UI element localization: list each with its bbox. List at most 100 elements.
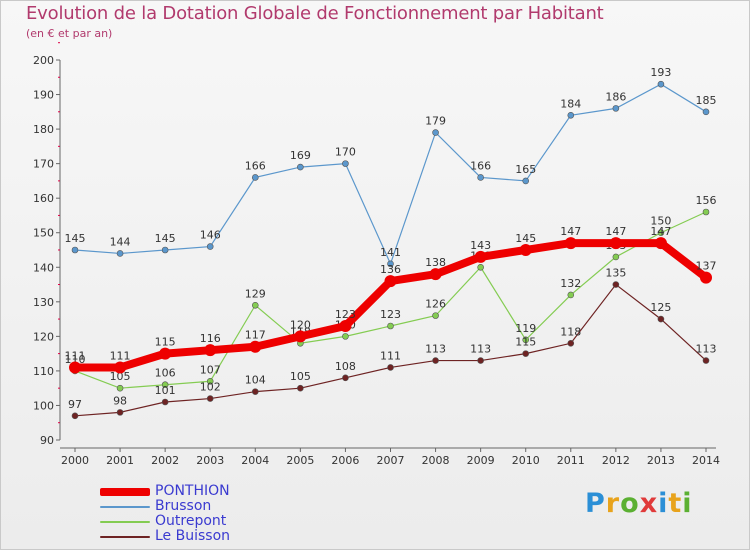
- proxiti-logo: Proxiti: [585, 488, 693, 519]
- data-label-le-buisson: 98: [113, 394, 127, 407]
- data-label-le-buisson: 108: [335, 360, 356, 373]
- x-tick-label: 2012: [602, 454, 630, 467]
- data-label-brusson: 193: [650, 66, 671, 79]
- data-point-outrepont: [161, 381, 169, 389]
- data-label-outrepont: 110: [65, 353, 86, 366]
- data-label-ponthion: 120: [290, 318, 311, 331]
- data-label-ponthion: 136: [380, 263, 401, 276]
- data-point-ponthion: [429, 268, 442, 281]
- data-point-ponthion: [69, 361, 81, 374]
- data-label-outrepont: 106: [155, 367, 176, 380]
- data-point-le-buisson: [477, 357, 484, 364]
- data-label-outrepont: 126: [425, 298, 446, 311]
- data-point-le-buisson: [432, 357, 439, 364]
- data-label-le-buisson: 113: [425, 343, 446, 356]
- data-point-ponthion: [159, 347, 172, 360]
- x-tick-label: 2002: [151, 454, 179, 467]
- x-tick-label: 2008: [422, 454, 450, 467]
- x-tick-label: 2004: [241, 454, 269, 467]
- data-label-brusson: 141: [380, 246, 401, 259]
- data-point-brusson: [477, 174, 484, 181]
- data-point-le-buisson: [612, 281, 620, 288]
- data-point-brusson: [702, 108, 710, 116]
- data-point-ponthion: [564, 237, 577, 250]
- data-point-outrepont: [116, 384, 124, 392]
- data-label-ponthion: 123: [335, 308, 356, 321]
- y-tick-label: 140: [33, 261, 54, 274]
- data-point-ponthion: [474, 250, 487, 263]
- data-label-brusson: 165: [515, 163, 536, 176]
- y-tick-label: 130: [33, 296, 54, 309]
- logo-letter: r: [605, 488, 621, 519]
- y-tick-label: 200: [33, 54, 54, 67]
- legend-swatch: [100, 488, 150, 496]
- data-label-outrepont: 129: [245, 287, 266, 300]
- x-tick-label: 2014: [692, 454, 720, 467]
- data-label-ponthion: 117: [245, 329, 266, 342]
- y-tick-label: 160: [33, 192, 54, 205]
- data-label-brusson: 144: [110, 235, 131, 248]
- data-point-ponthion: [654, 237, 667, 250]
- data-point-ponthion: [114, 361, 127, 374]
- data-label-ponthion: 147: [650, 225, 671, 238]
- y-tick-label: 90: [40, 434, 54, 447]
- data-point-brusson: [342, 160, 349, 167]
- data-label-brusson: 146: [200, 229, 221, 242]
- data-label-le-buisson: 125: [650, 301, 671, 314]
- data-label-le-buisson: 113: [470, 343, 491, 356]
- data-label-le-buisson: 135: [605, 267, 626, 280]
- legend-swatch: [100, 521, 150, 523]
- legend: PONTHION Brusson Outrepont Le Buisson: [100, 484, 300, 544]
- x-tick-label: 2009: [467, 454, 495, 467]
- data-point-le-buisson: [522, 350, 530, 357]
- data-label-brusson: 166: [470, 159, 491, 172]
- data-label-outrepont: 156: [696, 194, 717, 207]
- data-label-le-buisson: 102: [200, 381, 221, 394]
- data-label-le-buisson: 115: [515, 336, 536, 349]
- chart-subtitle: (en € et par an): [26, 27, 113, 40]
- data-point-le-buisson: [251, 388, 259, 395]
- data-point-ponthion: [384, 275, 397, 288]
- data-label-ponthion: 147: [605, 225, 626, 238]
- data-label-outrepont: 123: [380, 308, 401, 321]
- x-tick-label: 2013: [647, 454, 675, 467]
- data-label-ponthion: 138: [425, 256, 446, 269]
- data-label-brusson: 179: [425, 115, 446, 128]
- data-point-outrepont: [702, 208, 710, 216]
- x-tick-label: 2001: [106, 454, 134, 467]
- x-tick-label: 2011: [557, 454, 585, 467]
- x-tick-label: 2007: [377, 454, 405, 467]
- data-label-brusson: 170: [335, 146, 356, 159]
- data-point-brusson: [387, 260, 394, 268]
- y-tick-label: 170: [33, 158, 54, 171]
- data-point-brusson: [567, 111, 575, 119]
- x-tick-label: 2003: [196, 454, 224, 467]
- data-point-ponthion: [609, 237, 622, 250]
- x-tick-label: 2010: [512, 454, 540, 467]
- data-point-brusson: [251, 174, 259, 181]
- data-point-le-buisson: [71, 412, 79, 420]
- data-label-le-buisson: 101: [155, 384, 176, 397]
- data-point-ponthion: [339, 320, 352, 332]
- data-point-brusson: [657, 80, 665, 88]
- data-label-ponthion: 116: [200, 332, 221, 345]
- x-tick-label: 2005: [286, 454, 314, 467]
- data-label-outrepont: 150: [650, 215, 671, 228]
- data-label-brusson: 186: [605, 90, 626, 103]
- data-label-brusson: 145: [65, 232, 86, 245]
- data-point-outrepont: [657, 229, 665, 237]
- data-point-outrepont: [477, 263, 484, 271]
- legend-label: Le Buisson: [155, 528, 231, 544]
- logo-letter: P: [585, 488, 606, 519]
- y-tick-label: 190: [33, 89, 54, 102]
- legend-label: PONTHION: [155, 483, 230, 499]
- logo-letter: t: [668, 488, 683, 519]
- legend-item: PONTHION: [100, 484, 300, 499]
- data-point-brusson: [612, 105, 620, 112]
- y-tick-label: 150: [33, 227, 54, 240]
- data-label-outrepont: 105: [110, 370, 131, 383]
- data-point-brusson: [522, 177, 530, 185]
- data-label-brusson: 185: [696, 94, 717, 107]
- data-label-ponthion: 143: [470, 239, 491, 252]
